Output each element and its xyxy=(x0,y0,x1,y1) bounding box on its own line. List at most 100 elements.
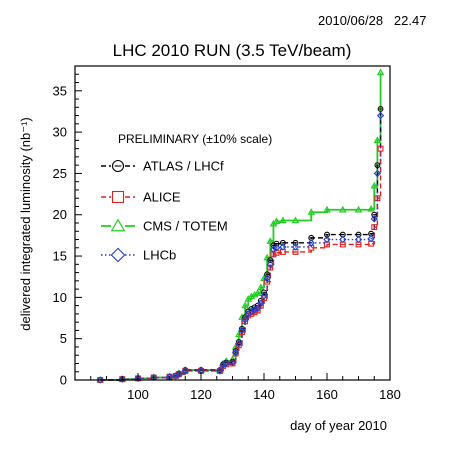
legend-marker-backdrop xyxy=(111,219,125,233)
data-point-lhcb xyxy=(354,235,363,244)
data-point-alice xyxy=(235,342,242,349)
y-tick-label: 25 xyxy=(53,166,67,181)
data-point-cms-totem xyxy=(266,237,275,244)
data-point-cms-totem xyxy=(338,205,347,213)
series-alice xyxy=(97,145,384,383)
data-point-lhcb xyxy=(228,358,237,367)
legend-label-alice: ALICE xyxy=(143,190,181,205)
data-point-atlas-lhcf xyxy=(267,257,274,264)
data-point-lhcb xyxy=(307,239,315,247)
legend-marker-backdrop xyxy=(111,248,125,262)
data-point-atlas-lhcf xyxy=(371,211,378,218)
x-tick-label: 140 xyxy=(253,387,275,402)
data-point-atlas-lhcf xyxy=(279,239,286,246)
data-point-alice xyxy=(248,310,255,317)
data-point-lhcb xyxy=(118,375,126,383)
legend-marker-atlas-lhcf xyxy=(111,159,125,173)
data-point-lhcb xyxy=(373,169,382,178)
data-point-lhcb xyxy=(323,235,331,244)
data-point-lhcb xyxy=(269,245,278,254)
data-point-cms-totem xyxy=(323,205,331,213)
data-point-atlas-lhcf xyxy=(273,240,280,247)
timestamp-time: 22.47 xyxy=(393,13,427,28)
data-point-lhcb xyxy=(219,361,227,369)
legend: PRELIMINARY (±10% scale) ATLAS / LHCf ALI… xyxy=(101,132,272,263)
data-point-lhcb xyxy=(266,260,274,268)
data-point-cms-totem xyxy=(373,136,382,144)
data-point-cms-totem xyxy=(376,68,385,76)
y-tick-label: 5 xyxy=(60,331,67,346)
legend-marker-backdrop xyxy=(111,190,125,204)
data-point-alice xyxy=(239,329,245,336)
y-tick-label: 15 xyxy=(53,249,67,264)
legend-label-atlas-lhcf: ATLAS / LHCf xyxy=(143,159,224,174)
data-point-lhcb xyxy=(279,243,287,251)
series-cms-totem xyxy=(96,68,385,383)
timestamp-date: 2010/06/28 xyxy=(318,13,384,28)
data-point-lhcb xyxy=(291,243,300,251)
data-point-lhcb xyxy=(222,359,230,368)
data-point-alice xyxy=(245,312,252,319)
data-point-atlas-lhcf xyxy=(292,239,299,246)
data-point-cms-totem xyxy=(257,283,265,291)
data-point-lhcb xyxy=(172,372,180,380)
data-point-lhcb xyxy=(235,339,243,348)
series-line-atlas-lhcf xyxy=(100,108,382,381)
data-point-lhcb xyxy=(370,215,378,223)
timestamp: 2010/06/28 22.47 xyxy=(318,13,426,28)
legend-entry-cms-totem: CMS / TOTEM xyxy=(101,218,228,234)
data-point-lhcb xyxy=(241,316,249,324)
x-axis-label: day of year 2010 xyxy=(290,418,387,433)
y-axis-label: delivered integrated luminosity (nb⁻¹) xyxy=(18,117,33,331)
data-point-cms-totem xyxy=(307,208,316,215)
data-point-lhcb xyxy=(175,370,183,378)
legend-marker-alice xyxy=(111,190,125,204)
legend-entry-atlas-lhcf: ATLAS / LHCf xyxy=(101,159,224,174)
data-point-lhcb xyxy=(257,299,265,307)
axis-layer: 100 120 140 160 180 0 5 10 15 20 25 30 35 xyxy=(53,73,401,402)
data-point-lhcb xyxy=(339,235,347,244)
x-tick-label: 120 xyxy=(190,387,212,402)
x-tick-label: 100 xyxy=(127,387,149,402)
series-layer xyxy=(96,68,385,384)
data-point-lhcb xyxy=(254,304,262,312)
legend-entry-alice: ALICE xyxy=(101,190,181,205)
legend-label-lhcb: LHCb xyxy=(143,248,176,263)
data-point-lhcb xyxy=(260,292,268,300)
x-tick-label: 160 xyxy=(316,387,338,402)
data-point-lhcb xyxy=(231,349,240,357)
data-point-lhcb xyxy=(181,367,189,375)
data-point-cms-totem xyxy=(291,216,300,224)
data-point-cms-totem xyxy=(354,205,363,213)
data-point-cms-totem xyxy=(272,217,281,225)
y-tick-label: 0 xyxy=(60,373,67,388)
series-line-lhcb xyxy=(100,115,382,381)
data-point-lhcb xyxy=(134,374,142,383)
y-tick-label: 30 xyxy=(53,125,67,140)
data-point-cms-totem xyxy=(279,216,287,224)
data-point-lhcb xyxy=(367,235,375,243)
data-point-cms-totem xyxy=(253,289,262,296)
y-tick-label: 10 xyxy=(53,290,67,305)
data-point-cms-totem xyxy=(367,204,375,212)
data-point-alice xyxy=(264,278,271,285)
data-point-lhcb xyxy=(216,367,224,375)
data-point-atlas-lhcf xyxy=(374,162,381,169)
data-point-cms-totem xyxy=(370,181,379,189)
data-point-lhcb xyxy=(247,307,256,316)
data-point-lhcb xyxy=(250,306,259,314)
data-point-lhcb xyxy=(376,111,385,120)
chart-title: LHC 2010 RUN (3.5 TeV/beam) xyxy=(113,41,352,60)
data-point-cms-totem xyxy=(263,253,271,261)
series-lhcb xyxy=(96,111,385,384)
legend-label-cms-totem: CMS / TOTEM xyxy=(143,219,228,234)
legend-entry-lhcb: LHCb xyxy=(101,248,176,263)
data-point-atlas-lhcf xyxy=(377,106,384,112)
y-tick-label: 35 xyxy=(53,83,67,98)
y-tick-label: 20 xyxy=(53,207,67,222)
data-point-atlas-lhcf xyxy=(264,271,271,278)
data-point-lhcb xyxy=(272,244,281,252)
data-point-cms-totem xyxy=(241,301,249,309)
legend-marker-lhcb xyxy=(110,247,126,263)
